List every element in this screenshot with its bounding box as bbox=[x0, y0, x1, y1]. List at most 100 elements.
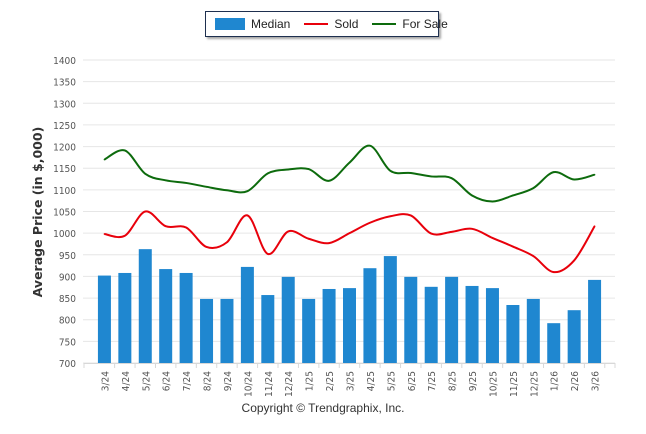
point-for-sale-4/25 bbox=[369, 144, 371, 147]
point-sold-2/25 bbox=[328, 242, 330, 244]
legend-item-for-sale[interactable]: For Sale bbox=[372, 17, 448, 31]
bar-median-3/26 bbox=[588, 279, 602, 363]
point-sold-12/25 bbox=[532, 255, 535, 257]
bar-median-10/25 bbox=[485, 288, 499, 363]
bar-median-11/24 bbox=[261, 295, 275, 363]
y-tick-label: 1050 bbox=[53, 208, 76, 219]
bar-median-9/25 bbox=[465, 285, 479, 363]
x-axis: 3/24 4/24 5/24 6/24 7/24 8/24 9/24 10/24 11/24 12… bbox=[83, 363, 616, 397]
point-for-sale-10/25 bbox=[491, 200, 494, 203]
point-sold-5/25 bbox=[389, 215, 392, 218]
point-for-sale-7/24 bbox=[185, 182, 187, 184]
copyright-text: Copyright © Trendgraphix, Inc. bbox=[241, 401, 405, 415]
bar-median-8/24 bbox=[200, 298, 214, 363]
y-tick-label: 1200 bbox=[53, 143, 76, 154]
point-for-sale-2/26 bbox=[573, 178, 575, 181]
point-sold-5/24 bbox=[144, 210, 147, 213]
x-tick-label: 1/25 bbox=[305, 371, 316, 391]
point-for-sale-5/24 bbox=[144, 173, 147, 175]
x-tick-label: 7/25 bbox=[427, 371, 438, 391]
x-tick-label: 8/24 bbox=[203, 371, 214, 391]
line-sold bbox=[104, 210, 596, 274]
y-tick-label: 1150 bbox=[53, 164, 76, 175]
bar-median-12/24 bbox=[281, 276, 295, 363]
x-tick-label: 10/24 bbox=[243, 371, 254, 397]
x-tick-label: 4/24 bbox=[121, 371, 132, 391]
y-axis-ticks: 700 750 800 850 900 950 1000 1050 1100 1150 1200 12… bbox=[53, 56, 76, 370]
point-for-sale-7/25 bbox=[430, 175, 432, 178]
x-tick-label: 8/25 bbox=[448, 371, 459, 391]
x-tick-label: 11/25 bbox=[509, 371, 520, 397]
point-for-sale-10/24 bbox=[246, 190, 249, 192]
series-lines bbox=[103, 144, 596, 274]
y-tick-label: 1250 bbox=[53, 121, 76, 132]
point-sold-4/25 bbox=[369, 221, 371, 224]
legend-label: For Sale bbox=[402, 17, 448, 31]
point-for-sale-2/25 bbox=[328, 179, 330, 182]
x-tick-label: 3/26 bbox=[591, 371, 602, 391]
y-tick-label: 850 bbox=[59, 294, 76, 305]
point-sold-9/24 bbox=[226, 241, 228, 244]
bar-median-2/25 bbox=[322, 288, 336, 363]
legend-item-median[interactable]: Median bbox=[215, 17, 290, 31]
x-tick-label: 12/24 bbox=[284, 371, 295, 397]
point-for-sale-12/24 bbox=[287, 168, 290, 171]
y-tick-label: 1300 bbox=[53, 99, 76, 110]
point-for-sale-12/25 bbox=[532, 187, 535, 189]
point-for-sale-3/26 bbox=[593, 173, 596, 176]
point-sold-4/24 bbox=[124, 234, 126, 237]
x-tick-label: 5/25 bbox=[386, 371, 397, 391]
x-tick-label: 3/24 bbox=[100, 371, 111, 391]
x-tick-label: 12/25 bbox=[529, 371, 540, 397]
bar-median-7/24 bbox=[179, 272, 193, 363]
line-for-sale bbox=[103, 144, 595, 203]
point-for-sale-8/25 bbox=[450, 177, 453, 179]
point-for-sale-1/26 bbox=[552, 171, 555, 173]
point-for-sale-11/24 bbox=[267, 172, 269, 175]
x-tick-label: 9/24 bbox=[223, 371, 234, 391]
bar-median-7/25 bbox=[424, 286, 438, 363]
bar-median-4/25 bbox=[363, 268, 377, 363]
y-tick-label: 750 bbox=[59, 337, 76, 348]
bar-median-10/24 bbox=[240, 266, 254, 363]
x-tick-label: 4/25 bbox=[366, 371, 377, 391]
x-tick-label: 1/26 bbox=[550, 371, 561, 391]
bar-median-12/25 bbox=[526, 298, 540, 363]
bar-median-2/26 bbox=[567, 310, 581, 363]
y-tick-label: 800 bbox=[59, 316, 76, 327]
point-for-sale-4/24 bbox=[124, 149, 126, 152]
point-sold-11/25 bbox=[512, 245, 514, 248]
point-for-sale-3/25 bbox=[348, 161, 351, 164]
point-for-sale-9/25 bbox=[471, 194, 473, 197]
x-tick-label: 9/25 bbox=[468, 371, 479, 391]
point-sold-7/24 bbox=[185, 226, 187, 229]
point-sold-1/25 bbox=[307, 237, 310, 240]
bar-median-1/26 bbox=[547, 323, 561, 363]
legend: Median Sold For Sale bbox=[205, 11, 448, 37]
y-tick-label: 1400 bbox=[53, 56, 76, 67]
bar-median-8/25 bbox=[445, 276, 459, 363]
bar-median-6/24 bbox=[159, 269, 173, 363]
point-sold-7/25 bbox=[430, 232, 432, 235]
for-sale-swatch-icon bbox=[372, 23, 397, 25]
x-tick-label: 10/25 bbox=[488, 371, 499, 397]
bar-median-6/25 bbox=[404, 276, 418, 363]
x-tick-label: 11/24 bbox=[264, 371, 275, 397]
point-sold-11/24 bbox=[267, 253, 269, 255]
y-tick-label: 950 bbox=[59, 251, 76, 262]
legend-item-sold[interactable]: Sold bbox=[304, 17, 358, 31]
y-axis-title: Average Price (in $,000) bbox=[30, 127, 45, 298]
point-sold-6/25 bbox=[409, 214, 412, 217]
y-tick-label: 700 bbox=[59, 359, 76, 370]
point-sold-3/25 bbox=[348, 232, 351, 234]
legend-label: Sold bbox=[334, 17, 359, 31]
point-sold-10/24 bbox=[246, 214, 249, 217]
median-swatch-icon bbox=[215, 18, 245, 30]
x-tick-label: 3/25 bbox=[346, 371, 357, 391]
y-tick-label: 1100 bbox=[53, 186, 76, 197]
point-for-sale-9/24 bbox=[226, 189, 228, 192]
point-sold-12/24 bbox=[287, 230, 290, 233]
bar-median-3/24 bbox=[97, 275, 111, 363]
y-tick-label: 1000 bbox=[53, 229, 76, 240]
x-tick-label: 7/24 bbox=[182, 371, 193, 391]
